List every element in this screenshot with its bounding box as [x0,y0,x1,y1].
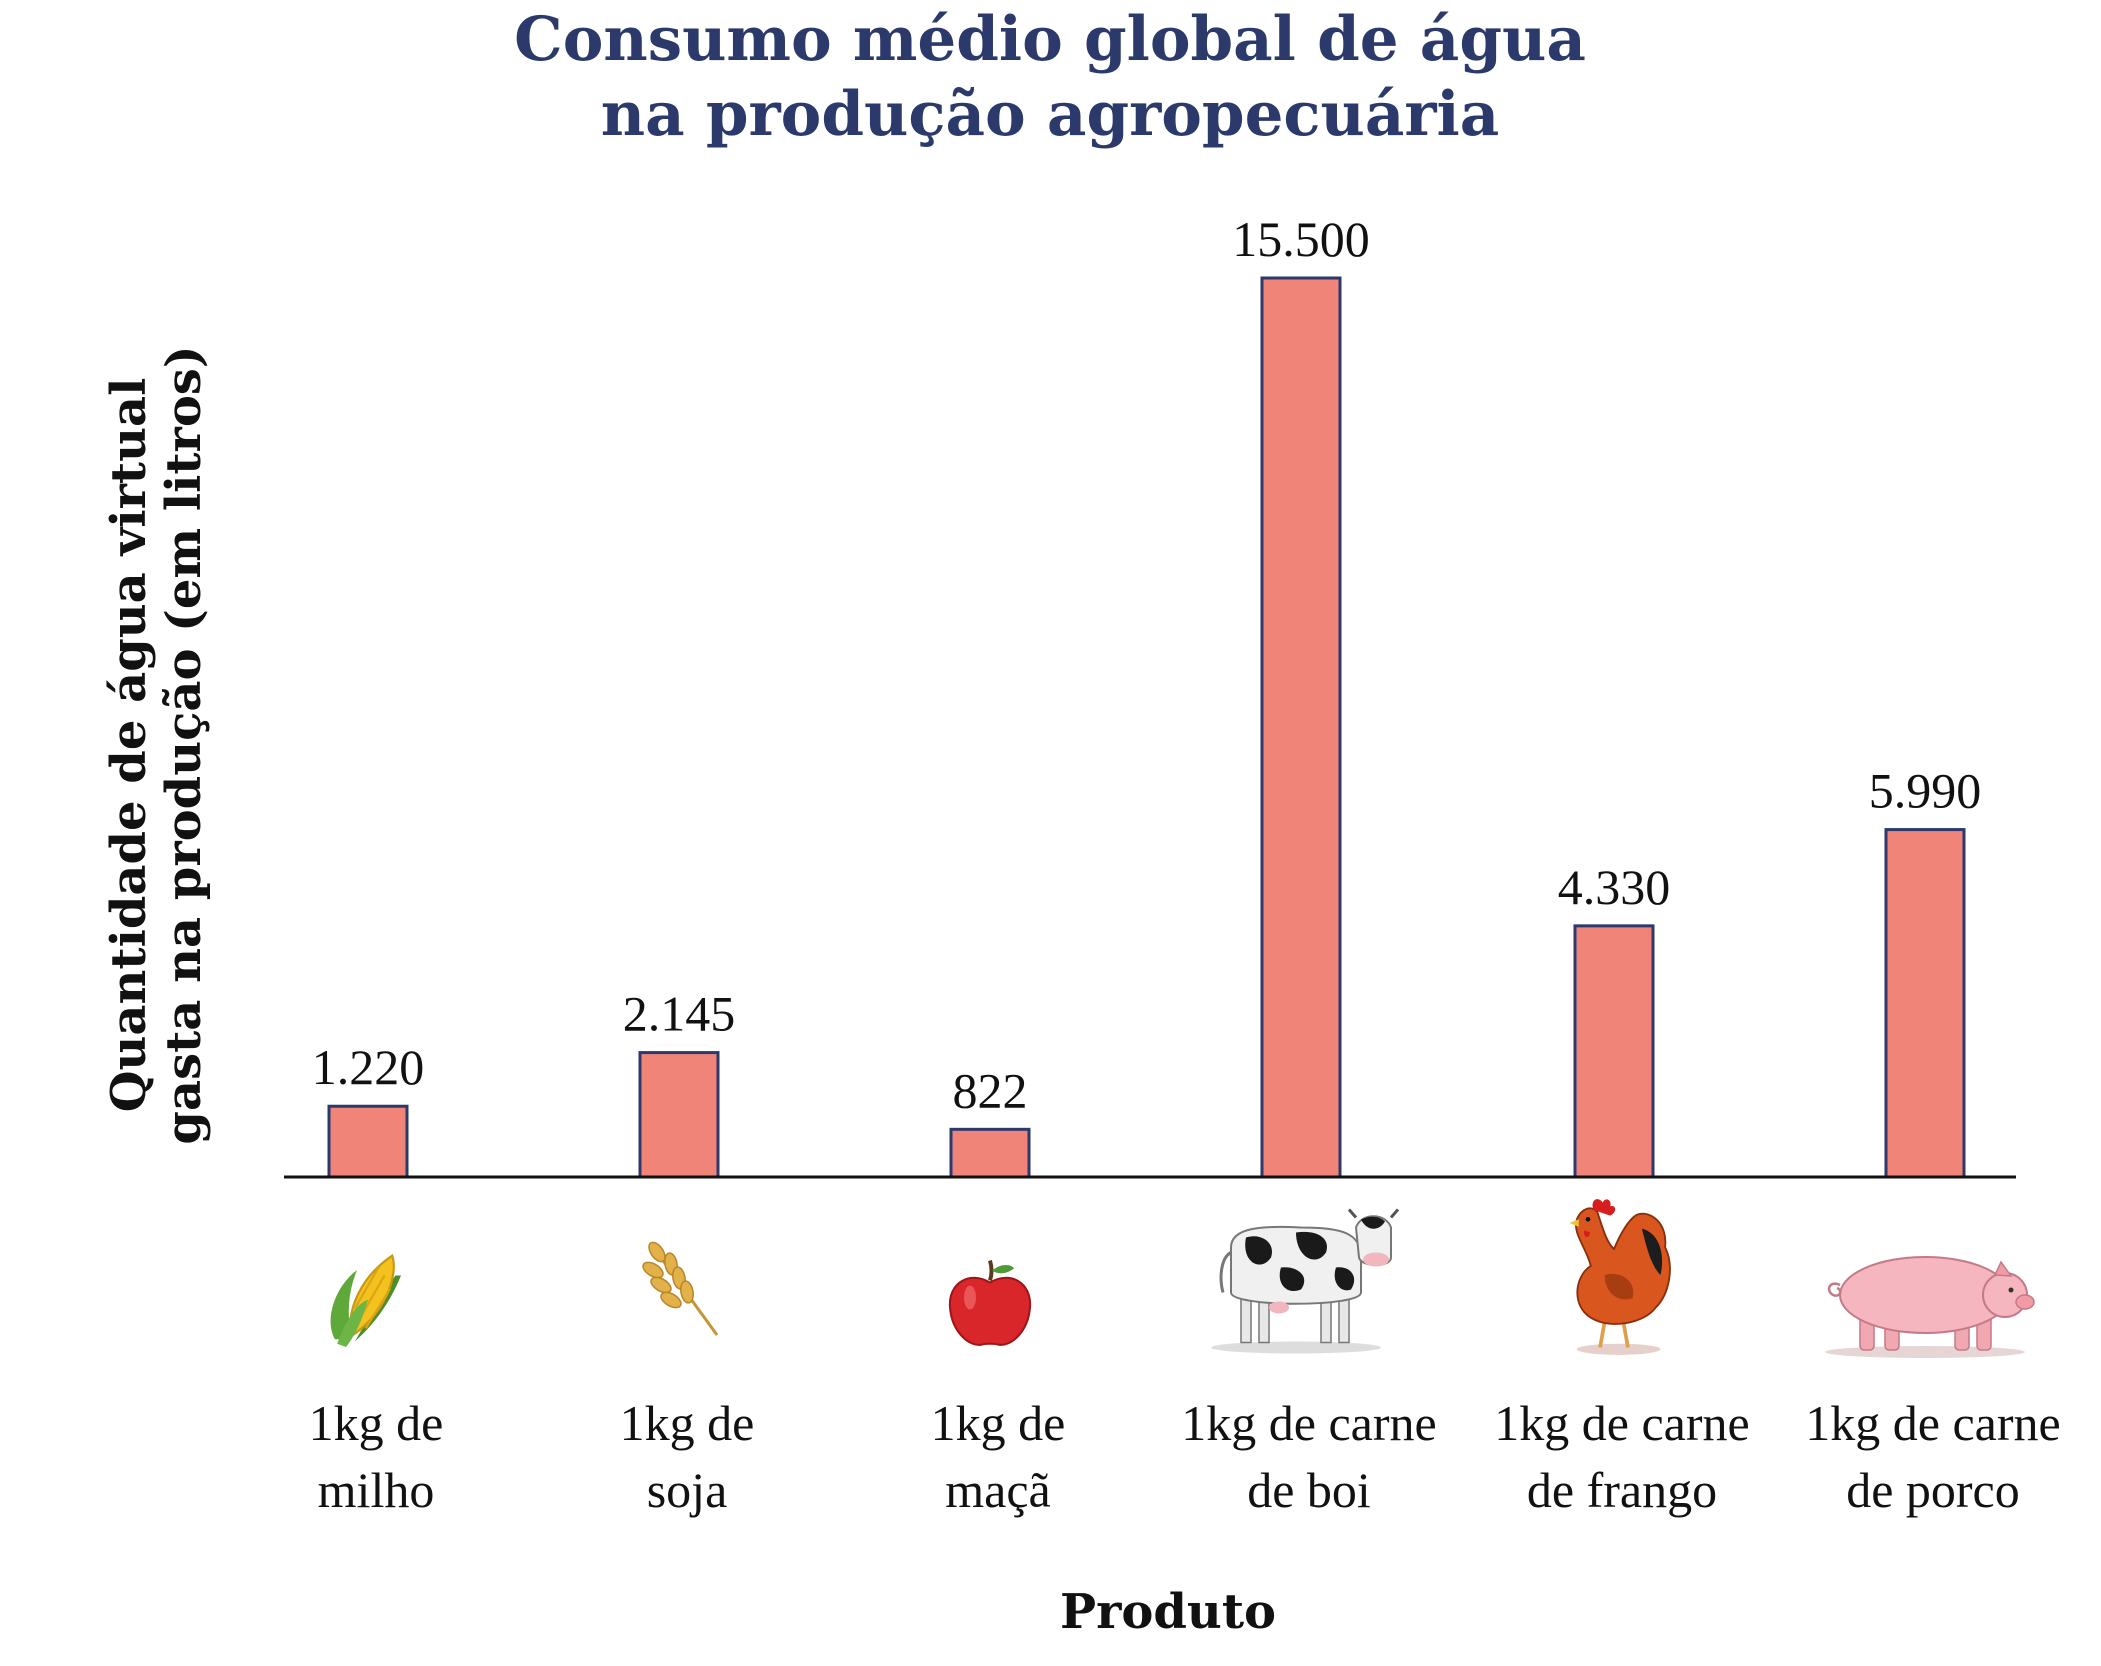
chicken-icon [1567,1197,1672,1357]
wheat-icon [640,1240,717,1335]
category-label-3-line-1: 1kg de carne [1181,1395,1436,1451]
category-label-5-line-2: de porco [1846,1462,2020,1518]
category-label-1-line-1: 1kg de [620,1395,755,1451]
chart-title-line-2: na produção agropecuária [601,79,1500,150]
value-label-5: 5.990 [1869,763,1982,819]
bar-0 [327,1104,409,1179]
corn-icon [329,1254,403,1349]
bars-group [327,276,1966,1179]
cow-icon [1209,1207,1400,1356]
chart-title-line-1: Consumo médio global de água [514,4,1586,75]
bar-2 [949,1127,1031,1179]
y-axis-title-line-2: gasta na produção (em litros) [156,345,212,1144]
value-labels-group: 1.220 2.145 822 15.500 4.330 5.990 [312,211,1982,1118]
y-axis-title-line-1: Quantidade de água virtual [101,378,157,1113]
category-label-1-line-2: soja [647,1462,728,1518]
value-label-2: 822 [953,1062,1028,1118]
value-label-0: 1.220 [312,1039,425,1095]
category-label-2-line-2: maçã [945,1462,1050,1518]
category-labels-group: 1kg de milho 1kg de soja 1kg de maçã 1kg de ca… [309,1395,2061,1518]
pig-icon [1823,1255,2035,1360]
category-label-4-line-2: de frango [1527,1462,1717,1518]
bar-4 [1573,924,1655,1179]
category-label-0-line-2: milho [318,1462,435,1518]
icons-group [329,1197,2035,1360]
bar-3 [1260,276,1342,1179]
bar-1 [638,1051,720,1179]
apple-icon [950,1261,1030,1345]
category-label-3-line-2: de boi [1247,1462,1371,1518]
category-label-0-line-1: 1kg de [309,1395,444,1451]
x-axis-title: Produto [1060,1584,1276,1640]
bar-5 [1884,828,1966,1179]
value-label-1: 2.145 [623,986,736,1042]
category-label-2-line-1: 1kg de [931,1395,1066,1451]
category-label-5-line-1: 1kg de carne [1805,1395,2060,1451]
value-label-3: 15.500 [1232,211,1370,267]
category-label-4-line-1: 1kg de carne [1494,1395,1749,1451]
value-label-4: 4.330 [1558,859,1671,915]
